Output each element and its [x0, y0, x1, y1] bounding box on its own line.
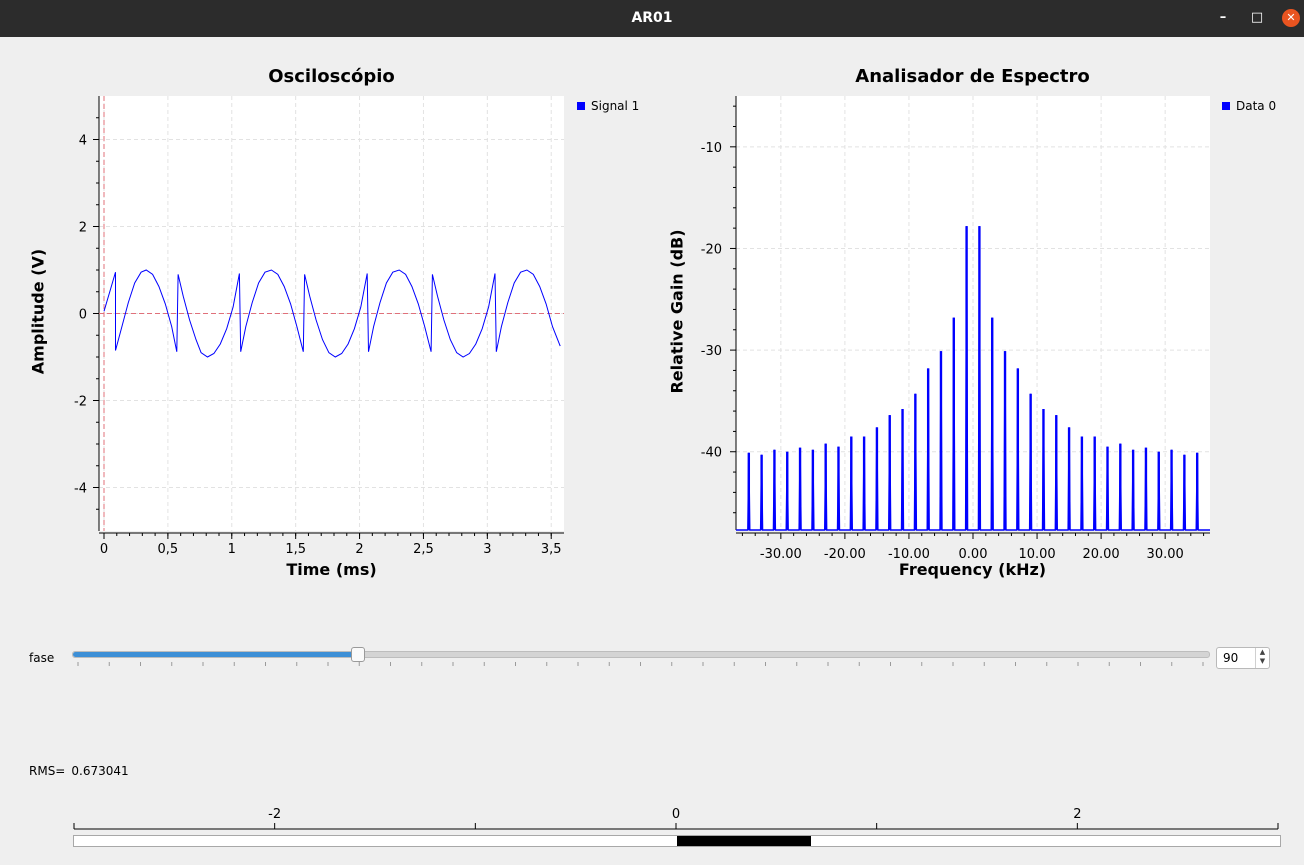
x-tick-label: 3,5: [541, 542, 562, 557]
x-tick-label: 30.00: [1147, 547, 1184, 562]
fase-spinbox-value[interactable]: 90: [1223, 651, 1239, 665]
rms-readout: RMS= 0.673041: [29, 764, 129, 778]
spectrum-line: [736, 226, 1210, 531]
gauge-tick-label: 0: [672, 807, 680, 822]
spectrum-legend-label: Data 0: [1236, 99, 1277, 113]
x-tick-label: 0.00: [959, 547, 988, 562]
oscilloscope-legend: Signal 1: [577, 99, 639, 113]
window-titlebar: AR01 – □ ✕: [0, 0, 1304, 37]
maximize-icon[interactable]: □: [1250, 10, 1264, 25]
x-tick-label: -30.00: [760, 547, 802, 562]
y-tick-label: 4: [79, 134, 87, 149]
fase-spinbox[interactable]: 90 ▲ ▼: [1216, 647, 1270, 669]
spectrum-legend: Data 0: [1222, 99, 1276, 113]
legend-swatch-icon: [1222, 102, 1230, 110]
gauge-tick-label: 2: [1073, 807, 1081, 822]
y-tick-label: -30: [701, 344, 722, 359]
legend-swatch-icon: [577, 102, 585, 110]
signal-line: [103, 269, 561, 358]
x-tick-label: 2: [355, 542, 363, 557]
x-tick-label: 0,5: [158, 542, 179, 557]
gauge-tick-label: -2: [268, 807, 281, 822]
close-icon[interactable]: ✕: [1282, 9, 1300, 27]
x-tick-label: 0: [100, 542, 108, 557]
x-tick-label: 1: [228, 542, 236, 557]
fase-label: fase: [29, 651, 55, 665]
bar-gauge: [73, 835, 1281, 847]
spectrum-title: Analisador de Espectro: [855, 66, 1090, 87]
x-tick-label: -20.00: [824, 547, 866, 562]
oscilloscope-title: Osciloscópio: [268, 66, 395, 87]
fase-slider-handle[interactable]: [351, 647, 365, 662]
x-tick-label: 2,5: [413, 542, 434, 557]
fase-slider[interactable]: [72, 647, 1210, 662]
oscilloscope-xlabel: Time (ms): [286, 560, 377, 579]
spectrum-plot[interactable]: -30.00 -20.00 -10.00 0.00 10.00 20.00 30.00 -10…: [0, 0, 1304, 600]
y-tick-label: -10: [701, 141, 722, 156]
y-tick-label: -4: [74, 482, 87, 497]
y-tick-label: -40: [701, 446, 722, 461]
bar-gauge-fill: [677, 836, 812, 846]
x-tick-label: -10.00: [888, 547, 930, 562]
y-tick-label: -20: [701, 242, 722, 257]
x-tick-label: 1,5: [285, 542, 306, 557]
y-tick-label: -2: [74, 395, 87, 410]
minimize-icon[interactable]: –: [1219, 10, 1227, 25]
y-tick-label: 0: [79, 308, 87, 323]
oscilloscope-legend-label: Signal 1: [591, 99, 640, 113]
y-tick-label: 2: [79, 221, 87, 236]
fase-slider-ticks: [77, 662, 1204, 666]
window-title: AR01: [631, 10, 673, 26]
x-tick-label: 10.00: [1018, 547, 1055, 562]
x-tick-label: 20.00: [1082, 547, 1119, 562]
rms-label: RMS=: [29, 764, 66, 778]
rms-value: 0.673041: [71, 764, 129, 778]
x-tick-label: 3: [483, 542, 491, 557]
spectrum-xlabel: Frequency (kHz): [898, 560, 1047, 579]
oscilloscope-plot[interactable]: 0 0,5 1 1,5 2 2,5 3 3,5 4 2 0 -2 -4: [0, 0, 1304, 600]
spin-arrows-icon[interactable]: ▲ ▼: [1255, 648, 1269, 668]
fase-slider-fill: [73, 652, 357, 657]
